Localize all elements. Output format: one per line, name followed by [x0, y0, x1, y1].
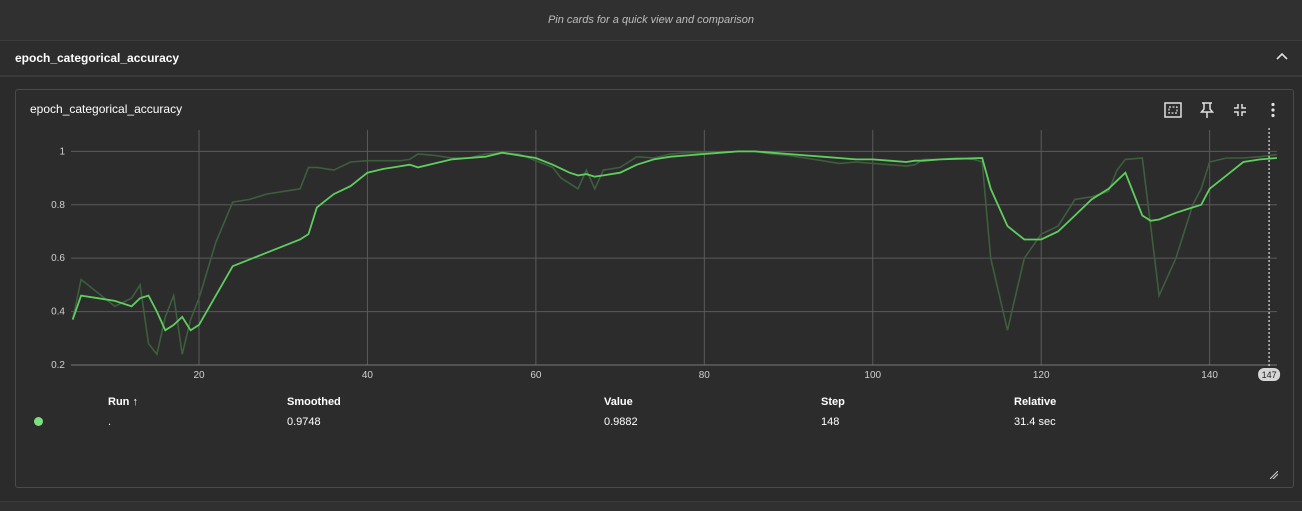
smoothed-value-cell: 0.9748 — [287, 416, 321, 428]
y-tick-label: 0.4 — [51, 307, 65, 318]
step-cell: 148 — [821, 416, 840, 428]
pin-banner: Pin cards for a quick view and compariso… — [0, 0, 1302, 41]
resize-handle-icon[interactable] — [1269, 466, 1279, 480]
y-tick-label: 0.6 — [51, 253, 65, 264]
x-tick-label: 20 — [193, 370, 205, 381]
more-vert-icon[interactable] — [1263, 100, 1283, 120]
chevron-up-icon[interactable] — [1274, 49, 1290, 65]
exit-fullscreen-icon[interactable] — [1230, 100, 1250, 120]
pin-icon[interactable] — [1197, 100, 1217, 120]
next-card-edge — [0, 501, 1302, 511]
y-tick-label: 1 — [59, 146, 65, 157]
fit-to-domain-icon[interactable] — [1163, 100, 1183, 120]
value-cell: 0.9882 — [604, 416, 638, 428]
value-column-header[interactable]: Value — [604, 396, 633, 408]
smoothed-series-line — [71, 150, 1277, 332]
smoothed-column-header[interactable]: Smoothed — [287, 396, 341, 408]
scalar-card: epoch_categorical_accuracy 0.2 0.4 0.6 0.8 1… — [15, 89, 1294, 488]
run-column-header[interactable]: Run ↑ — [108, 396, 138, 408]
card-title: epoch_categorical_accuracy — [30, 102, 183, 116]
x-tick-label: 120 — [1033, 370, 1050, 381]
relative-cell: 31.4 sec — [1014, 416, 1056, 428]
x-tick-label: 80 — [699, 370, 711, 381]
group-title: epoch_categorical_accuracy — [15, 51, 180, 65]
relative-column-header[interactable]: Relative — [1014, 396, 1057, 408]
y-tick-label: 0.8 — [51, 200, 65, 211]
run-color-dot — [34, 417, 43, 426]
y-tick-label: 0.2 — [51, 360, 65, 371]
run-name-cell: . — [108, 416, 112, 428]
pin-banner-text: Pin cards for a quick view and compariso… — [547, 14, 755, 26]
x-tick-label: 60 — [530, 370, 542, 381]
hover-step-badge — [1258, 368, 1281, 381]
group-header[interactable]: epoch_categorical_accuracy — [0, 41, 1302, 77]
step-column-header[interactable]: Step — [821, 396, 845, 408]
raw-series-line — [71, 150, 1277, 357]
x-tick-label: 100 — [864, 370, 881, 381]
x-tick-label: 40 — [362, 370, 374, 381]
hover-step-label: 147 — [1262, 370, 1277, 380]
x-tick-label: 140 — [1201, 370, 1218, 381]
